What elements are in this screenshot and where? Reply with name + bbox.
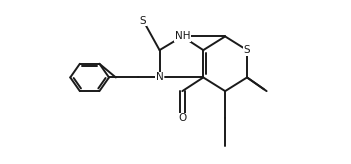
Text: O: O <box>178 113 186 123</box>
Text: S: S <box>140 16 146 25</box>
Text: NH: NH <box>174 31 190 41</box>
Text: S: S <box>244 45 250 55</box>
Text: N: N <box>156 72 164 82</box>
